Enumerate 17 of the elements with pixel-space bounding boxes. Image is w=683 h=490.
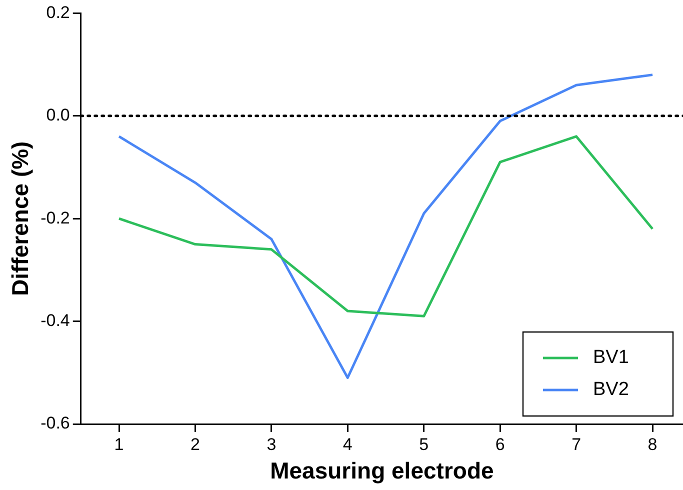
x-axis-title: Measuring electrode: [270, 458, 494, 484]
x-tick-label: 1: [114, 434, 124, 454]
x-tick-label: 8: [648, 434, 658, 454]
x-tick-label: 3: [266, 434, 276, 454]
y-axis-title: Difference (%): [7, 141, 34, 296]
y-tick-label: 0.0: [46, 106, 70, 125]
x-tick-label: 4: [342, 434, 352, 454]
x-tick-label: 7: [572, 434, 582, 454]
x-tick-label: 6: [495, 434, 505, 454]
legend-label: BV2: [593, 379, 629, 400]
x-tick-label: 2: [190, 434, 200, 454]
x-tick-label: 5: [419, 434, 429, 454]
y-tick-label: -0.6: [40, 414, 70, 433]
legend-label: BV1: [593, 347, 629, 368]
y-tick-label: -0.2: [40, 208, 70, 228]
y-tick-label: 0.2: [46, 2, 70, 22]
y-tick-label: -0.4: [40, 310, 70, 330]
